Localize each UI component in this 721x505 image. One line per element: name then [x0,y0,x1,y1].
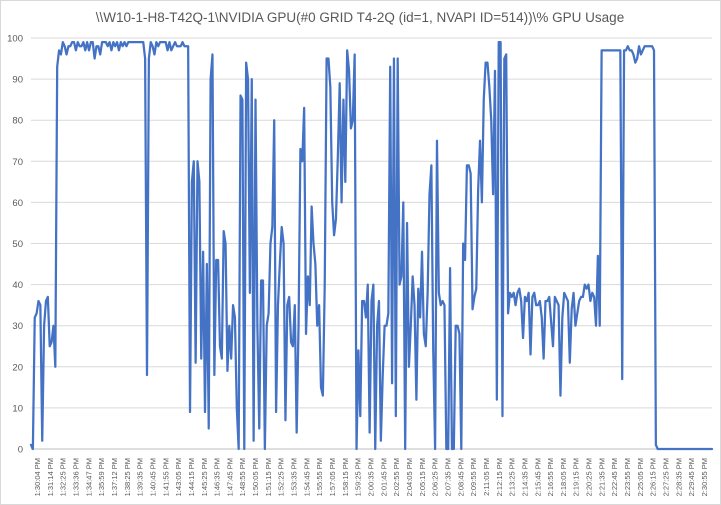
x-tick-label: 2:02:55 PM [392,458,401,496]
x-tick-label: 2:05:15 PM [418,458,427,496]
x-tick-label: 2:27:25 PM [662,458,671,496]
x-tick-label: 1:55:55 PM [315,458,324,496]
y-tick-label: 90 [12,75,23,86]
x-tick-label: 1:33:36 PM [71,458,80,496]
x-tick-label: 1:48:55 PM [238,458,247,496]
x-tick-label: 2:00:35 PM [367,458,376,496]
x-tick-label: 1:39:35 PM [136,458,145,496]
x-tick-label: 1:47:45 PM [225,458,234,496]
x-tick-label: 2:07:35 PM [443,458,452,496]
x-tick-label: 1:30:04 PM [33,458,42,496]
y-tick-label: 20 [12,362,23,373]
x-tick-label: 1:34:47 PM [84,458,93,496]
y-tick-label: 40 [12,280,23,291]
x-tick-label: 2:21:35 PM [597,458,606,496]
y-axis-ticks: 0 10 20 30 40 50 60 70 80 90 100 [7,34,23,456]
x-tick-label: 1:37:12 PM [110,458,119,496]
y-tick-label: 50 [12,239,23,250]
y-tick-label: 30 [12,321,23,332]
x-tick-label: 1:35:59 PM [97,458,106,496]
chart-title: \\W10-1-H8-T42Q-1\NVIDIA GPU(#0 GRID T4-… [96,10,624,25]
y-tick-label: 0 [18,445,23,456]
x-tick-label: 1:31:14 PM [46,458,55,496]
y-tick-label: 100 [7,34,23,45]
y-tick-label: 10 [12,403,23,414]
x-tick-label: 1:53:35 PM [290,458,299,496]
x-tick-label: 1:58:15 PM [341,458,350,496]
x-tick-label: 2:28:35 PM [674,458,683,496]
series-group [29,40,714,451]
x-tick-label: 1:52:25 PM [277,458,286,496]
x-tick-label: 1:38:25 PM [123,458,132,496]
x-tick-label: 2:23:55 PM [623,458,632,496]
x-tick-label: 2:19:15 PM [572,458,581,496]
y-tick-label: 80 [12,116,23,127]
y-tick-label: 70 [12,157,23,168]
x-tick-label: 1:59:25 PM [354,458,363,496]
x-tick-label: 2:16:55 PM [546,458,555,496]
x-tick-label: 1:57:05 PM [328,458,337,496]
x-axis-ticks: 1:30:04 PM 1:31:14 PM 1:32:25 PM 1:33:36 PM… [33,458,709,496]
x-tick-label: 1:54:45 PM [302,458,311,496]
x-tick-label: 1:51:15 PM [264,458,273,496]
x-tick-label: 2:15:45 PM [533,458,542,496]
x-tick-label: 2:14:35 PM [520,458,529,496]
x-tick-label: 1:41:55 PM [161,458,170,496]
x-tick-label: 2:08:45 PM [456,458,465,496]
x-tick-label: 2:18:05 PM [559,458,568,496]
x-tick-label: 2:26:15 PM [649,458,658,496]
x-tick-label: 2:06:25 PM [431,458,440,496]
x-tick-label: 2:25:05 PM [636,458,645,496]
x-tick-label: 2:22:45 PM [610,458,619,496]
series-line-gpu-usage [29,40,714,451]
x-tick-label: 2:13:25 PM [508,458,517,496]
x-tick-label: 1:44:15 PM [187,458,196,496]
x-tick-label: 2:04:05 PM [405,458,414,496]
x-tick-label: 1:40:45 PM [148,458,157,496]
gridlines [31,37,712,409]
x-tick-label: 1:50:05 PM [251,458,260,496]
x-tick-label: 2:12:15 PM [495,458,504,496]
x-tick-label: 1:32:25 PM [59,458,68,496]
x-tick-label: 2:01:45 PM [379,458,388,496]
x-tick-label: 1:46:35 PM [213,458,222,496]
x-tick-label: 2:20:25 PM [585,458,594,496]
x-tick-label: 2:30:55 PM [700,458,709,496]
x-tick-label: 2:09:55 PM [469,458,478,496]
y-tick-label: 60 [12,198,23,209]
x-tick-label: 2:11:05 PM [482,458,491,496]
x-tick-label: 1:45:25 PM [200,458,209,496]
x-tick-label: 2:29:45 PM [687,458,696,496]
x-tick-label: 1:43:05 PM [174,458,183,496]
